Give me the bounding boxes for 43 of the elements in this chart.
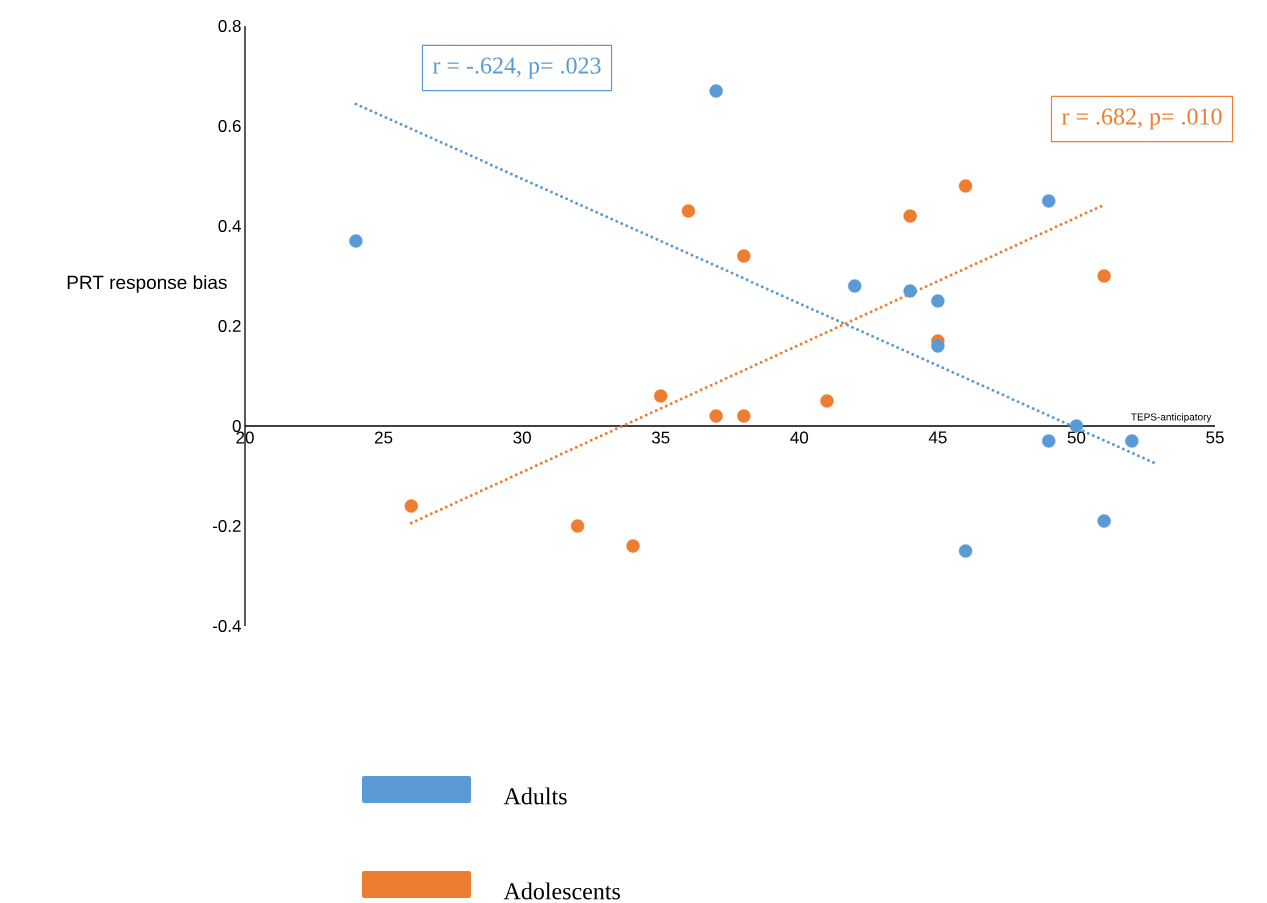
point	[903, 209, 917, 223]
point	[848, 279, 862, 293]
point	[1097, 514, 1111, 528]
legend-label: Adults	[503, 787, 567, 805]
point	[404, 499, 418, 513]
point	[709, 84, 723, 98]
point	[1097, 269, 1111, 283]
x-tick-label: 25	[374, 431, 393, 444]
y-tick-label: 0.4	[218, 220, 241, 233]
x-axis-title: TEPS-anticipatory	[1131, 413, 1212, 423]
point	[903, 284, 917, 298]
x-tick-label: 55	[1206, 431, 1224, 444]
point	[681, 204, 696, 218]
annotation: r = -.624, p= .023	[432, 57, 601, 79]
point	[737, 249, 751, 263]
point	[737, 409, 751, 423]
point	[654, 389, 668, 403]
point	[1042, 434, 1056, 448]
point	[931, 294, 945, 308]
y-tick-label: 0.8	[218, 20, 241, 33]
x-tick-label: 30	[513, 431, 531, 444]
point	[709, 409, 723, 423]
point	[570, 519, 585, 533]
y-tick-label: 0.6	[218, 120, 241, 133]
y-tick-label: -0.2	[212, 520, 241, 533]
y-tick-label: 0	[232, 420, 241, 433]
y-tick-label: -0.4	[212, 620, 241, 633]
point	[931, 339, 945, 353]
point	[349, 234, 363, 248]
point	[1125, 434, 1139, 448]
y-axis-title: PRT response bias	[67, 275, 227, 293]
point	[1042, 194, 1056, 208]
x-tick-label: 50	[1067, 431, 1086, 444]
x-tick-label: 45	[928, 431, 947, 444]
point	[958, 544, 973, 558]
legend-label: Adolescents	[503, 882, 620, 900]
point	[820, 394, 834, 408]
y-tick-label: 0.2	[218, 320, 241, 333]
point	[958, 179, 973, 193]
x-tick-label: 40	[790, 431, 809, 444]
annotation: r = .682, p= .010	[1061, 108, 1222, 130]
x-tick-label: 35	[651, 431, 670, 444]
point	[626, 539, 640, 553]
